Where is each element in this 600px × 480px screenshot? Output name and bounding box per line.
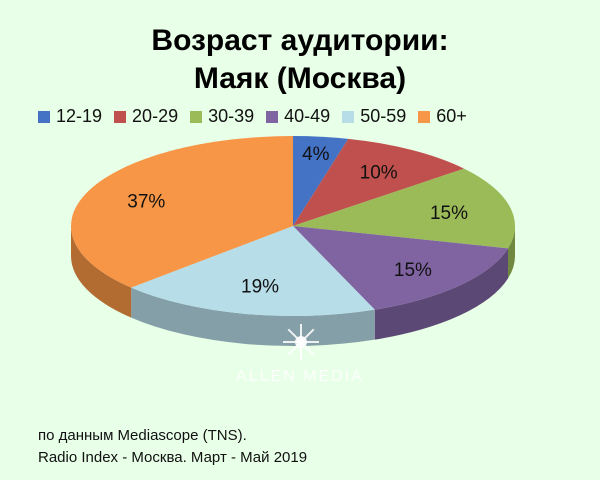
legend-item-5: 60+ <box>418 106 467 127</box>
legend-item-1: 20-29 <box>114 106 178 127</box>
legend-label-5: 60+ <box>436 106 467 126</box>
data-label-3: 15% <box>394 260 432 281</box>
legend-item-0: 12-19 <box>38 106 102 127</box>
legend-swatch-5 <box>418 110 431 123</box>
watermark-star-icon <box>283 324 319 360</box>
data-label-4: 19% <box>241 277 279 298</box>
legend-swatch-4 <box>342 110 355 123</box>
watermark-text: ALLEN MEDIA <box>236 368 364 385</box>
legend-swatch-1 <box>114 110 127 123</box>
legend-swatch-0 <box>38 110 50 123</box>
pie-slice-3 <box>293 226 509 310</box>
data-label-5: 37% <box>127 191 165 212</box>
legend-label-4: 50-59 <box>360 106 407 126</box>
chart-title: Возраст аудитории: Маяк (Москва) <box>0 22 600 98</box>
pie-slice-2 <box>293 168 515 249</box>
pie-labels: 4% 10% 15% 15% 19% 37% <box>127 144 468 298</box>
pie-slice-4 <box>131 226 375 316</box>
pie-side-5 <box>71 226 132 318</box>
source-line1: по данным Mediascope (TNS). <box>38 427 247 444</box>
pie-slice-0 <box>293 136 349 226</box>
legend-item-4: 50-59 <box>342 106 406 127</box>
pie-side-3 <box>374 248 509 340</box>
pie-sides <box>71 226 515 347</box>
legend: 12-19 20-29 30-39 40-49 50-59 60+ <box>38 106 578 127</box>
pie-top <box>70 136 515 316</box>
data-label-0: 4% <box>302 144 330 165</box>
legend-label-3: 40-49 <box>284 106 331 126</box>
pie-slice-1 <box>293 138 465 226</box>
legend-swatch-2 <box>190 110 203 123</box>
source-line2: Radio Index - Москва. Март - Май 2019 <box>38 449 308 466</box>
data-label-1: 10% <box>360 162 398 183</box>
data-label-2: 15% <box>430 203 468 224</box>
legend-label-1: 20-29 <box>132 106 179 126</box>
source-note: по данным Mediascope (TNS). Radio Index … <box>38 425 307 469</box>
pie-side-2 <box>508 226 515 279</box>
chart-title-line1: Возраст аудитории: <box>151 24 449 57</box>
legend-swatch-3 <box>266 110 279 123</box>
legend-item-2: 30-39 <box>190 106 254 127</box>
chart-title-line2: Маяк (Москва) <box>193 62 407 95</box>
legend-label-0: 12-19 <box>56 106 103 126</box>
legend-label-2: 30-39 <box>208 106 255 126</box>
pie-slice-5 <box>70 136 294 288</box>
legend-item-3: 40-49 <box>266 106 330 127</box>
pie-side-4 <box>131 287 375 347</box>
